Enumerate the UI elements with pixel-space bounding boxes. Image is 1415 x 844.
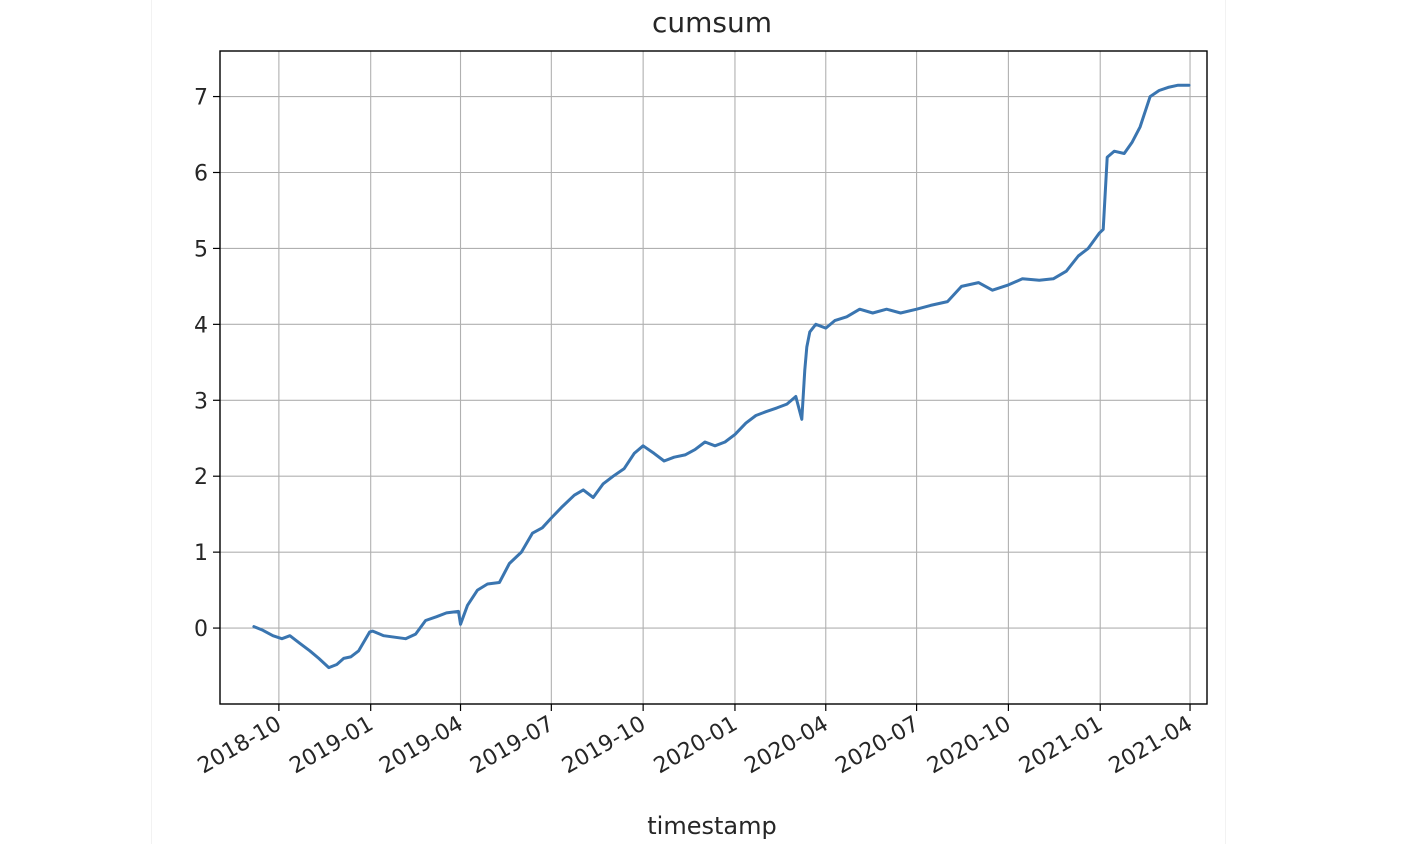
y-tick-label: 0 — [194, 617, 208, 642]
chart-title: cumsum — [652, 6, 772, 39]
y-axis-ticks: 0 1 2 3 4 5 6 7 — [194, 86, 220, 642]
x-tick-label: 2018-10 — [194, 712, 286, 780]
chart-frame: cumsum 2018-10 2019-01 2019-04 2019-07 2019-… — [151, 0, 1226, 844]
x-tick-label: 2019-07 — [466, 712, 558, 780]
y-tick-label: 7 — [194, 86, 208, 111]
x-tick-label: 2019-10 — [558, 712, 650, 780]
grid-lines — [220, 51, 1207, 704]
x-axis-label: timestamp — [647, 812, 776, 840]
x-tick-label: 2020-10 — [923, 712, 1015, 780]
y-tick-label: 2 — [194, 465, 208, 490]
x-tick-label: 2021-04 — [1105, 712, 1197, 780]
y-tick-label: 6 — [194, 161, 208, 186]
axes-frame — [219, 50, 1208, 705]
x-tick-label: 2020-04 — [741, 712, 833, 780]
x-tick-label: 2020-07 — [831, 712, 923, 780]
line-series — [252, 83, 1191, 670]
x-tick-label: 2020-01 — [650, 712, 742, 780]
x-tick-label: 2019-04 — [375, 712, 467, 780]
y-tick-label: 3 — [194, 389, 208, 414]
y-tick-label: 5 — [194, 237, 208, 262]
y-tick-label: 4 — [194, 313, 208, 338]
x-tick-label: 2019-01 — [286, 712, 378, 780]
series-line — [252, 83, 1191, 670]
y-tick-label: 1 — [194, 541, 208, 566]
x-tick-label: 2021-01 — [1015, 712, 1107, 780]
